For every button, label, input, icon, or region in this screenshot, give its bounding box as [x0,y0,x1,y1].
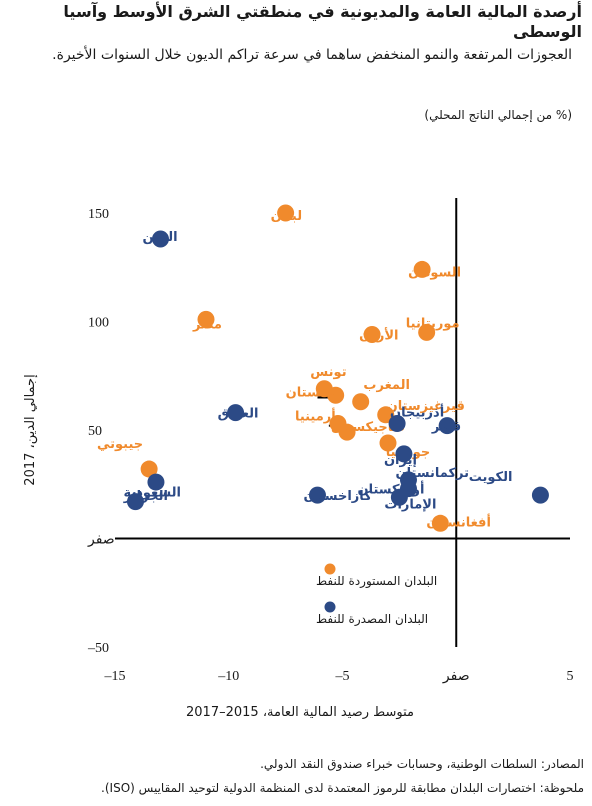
data-point [379,434,397,452]
point-label: الإمارات [384,497,436,512]
x-tick-label: صفر [442,669,470,684]
data-point [431,514,449,532]
point-label: السعودية [123,486,181,501]
y-tick-label: 50 [88,424,102,439]
data-point [126,493,144,511]
point-label: أوزبكستان [357,481,424,498]
data-point [277,204,295,222]
chart-title: أرصدة المالية العامة والمديونية في منطقت… [63,2,582,41]
data-point [197,310,215,328]
y-tick-label: 100 [88,316,109,331]
data-point [338,423,356,441]
legend-label: البلدان المصدرة للنفط [316,612,428,627]
data-point [418,323,436,341]
point-label: السودان [408,265,461,280]
unit-label: (% من إجمالي الناتج المحلي) [424,108,572,122]
data-point [363,326,381,344]
point-label: اليمن [143,230,178,245]
x-tick-label: 5 [567,669,574,684]
data-point [352,393,370,411]
legend-label: البلدان المستوردة للنفط [316,574,437,589]
x-axis-title: متوسط رصيد المالية العامة، 2015–2017 [186,705,414,720]
data-point [390,488,408,506]
point-label: قيرغيزستان [387,399,465,414]
point-label: العراق [218,407,259,422]
legend-marker [324,601,336,613]
point-label: طاجيكستان [331,420,405,435]
x-tick-label: 10– [217,669,239,684]
iso-note: ملحوظة: اختصارات البلدان مطابقة للرموز ا… [101,781,584,795]
point-label: موريتانيا [406,316,460,331]
data-point [413,260,431,278]
point-label: قطر [431,420,461,435]
data-point [395,445,413,463]
point-label: أرمينيا [295,407,336,424]
point-label: باكستان [286,385,338,400]
point-label: المغرب [363,378,410,393]
y-tick-label: 50– [87,641,109,656]
data-point [140,460,158,478]
data-point [147,473,165,491]
point-label: جيبوتي [97,437,143,452]
y-tick-label: 150 [88,207,109,222]
point-label: الأردن [359,327,398,344]
data-point [438,417,456,435]
data-point [531,486,549,504]
data-point [327,386,345,404]
point-label: مصر [192,317,222,332]
point-label: لبنان [271,209,302,224]
point-label: أفغانستان [426,513,491,530]
data-point [308,486,326,504]
point-label: تركمانستان [395,466,469,481]
x-tick-label: 15– [104,669,126,684]
x-tick-label: 5– [335,669,350,684]
data-point [388,414,406,432]
chart-subtitle: العجوزات المرتفعة والنمو المنخفض ساهما ف… [52,47,572,63]
data-point [227,404,245,422]
point-label: أذربيجان [390,403,444,420]
sources-note: المصادر: السلطات الوطنية، وحسابات خبراء … [260,757,584,771]
point-label: كازاخستان [303,489,372,504]
data-point [152,230,169,248]
point-label: تونس [310,365,346,380]
point-label: إيران [384,453,417,468]
y-axis-title: إجمالي الدين، 2017 [23,374,38,485]
point-label: الجزائر [123,489,168,504]
point-label: الكويت [469,470,513,485]
legend-marker [324,563,336,575]
y-tick-label: صفر [87,533,115,548]
